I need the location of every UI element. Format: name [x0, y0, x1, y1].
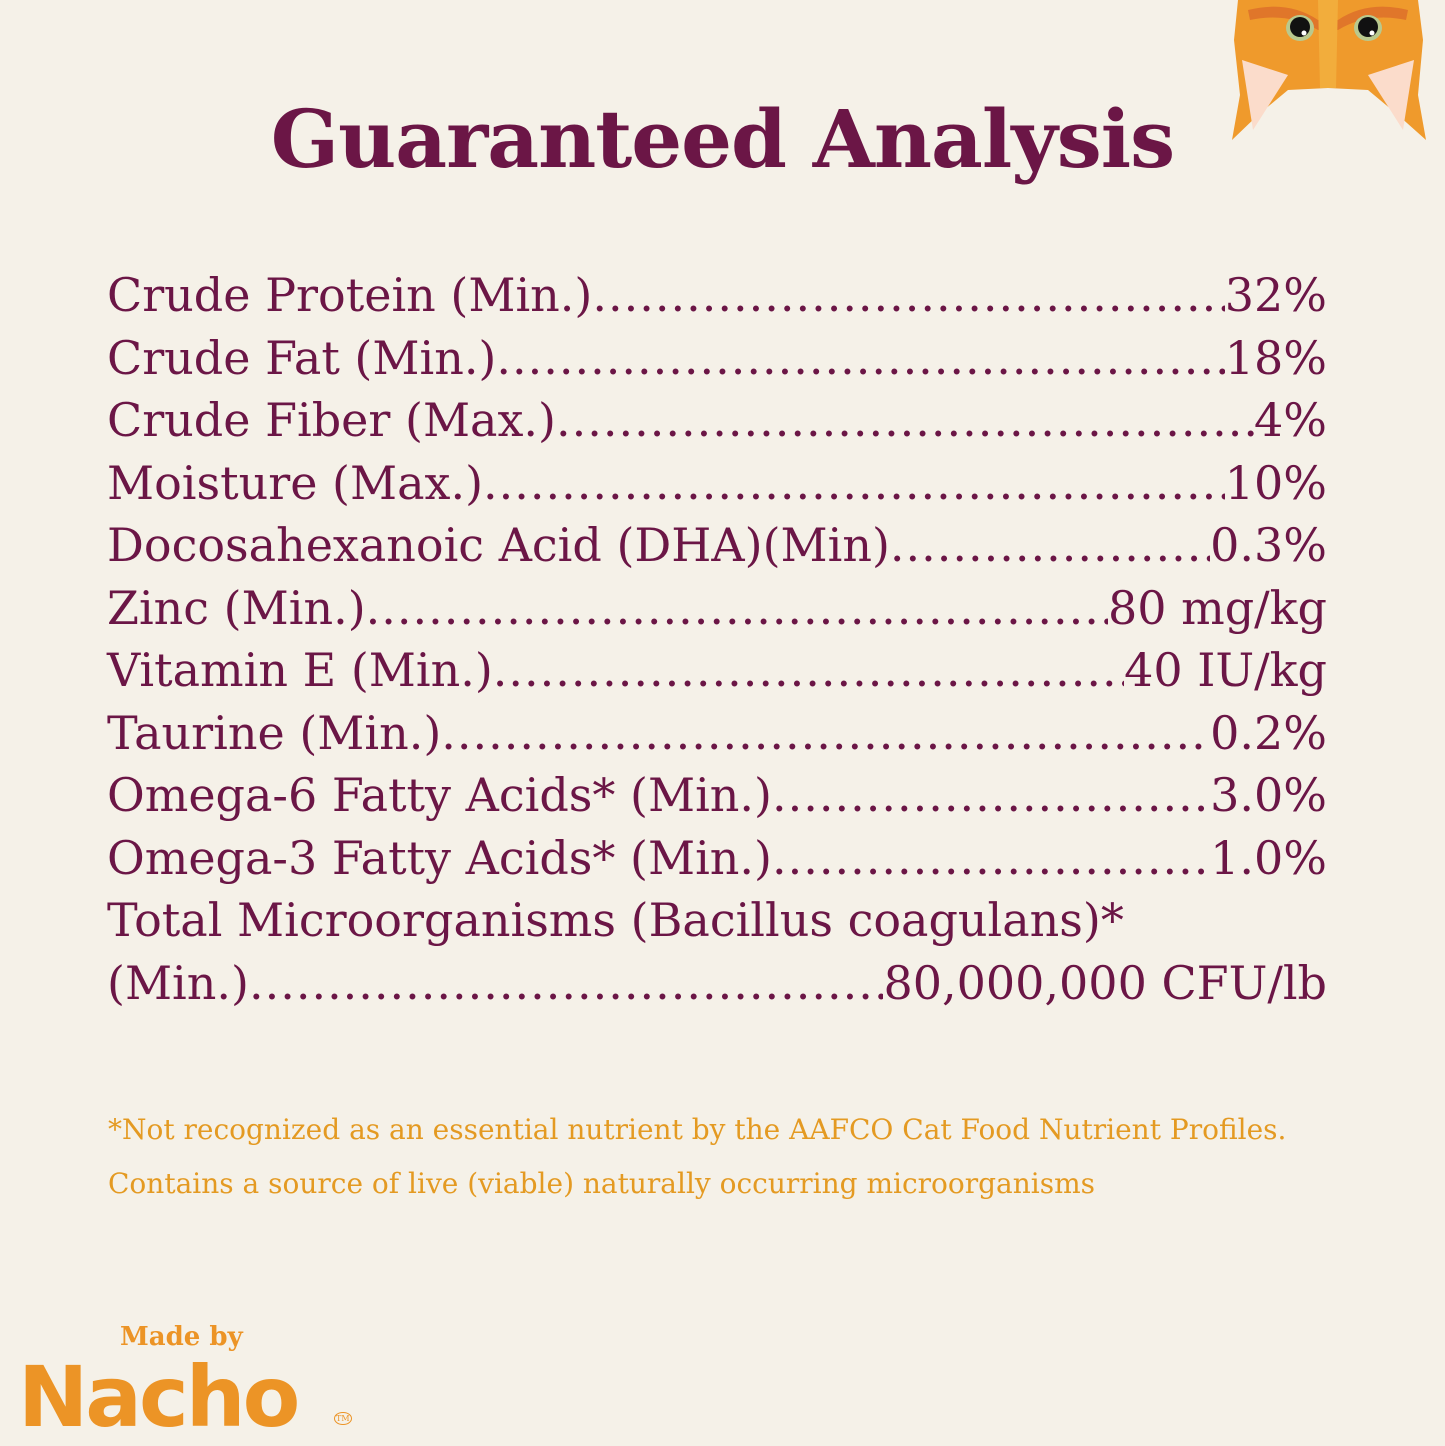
nutrient-label: Omega-6 Fatty Acids* (Min.)	[107, 768, 772, 822]
dot-leader	[366, 581, 1108, 635]
nutrient-value: 0.2%	[1210, 705, 1327, 760]
nutrient-row: Taurine (Min.) 0.2%	[107, 706, 1327, 769]
nutrient-label: Vitamin E (Min.)	[107, 643, 493, 697]
nutrient-value: 10%	[1224, 455, 1327, 510]
nutrient-label: Crude Protein (Min.)	[107, 268, 593, 322]
footnote-aafco: *Not recognized as an essential nutrient…	[108, 1113, 1287, 1146]
nutrient-row: Zinc (Min.) 80 mg/kg	[107, 581, 1327, 644]
nutrient-row: Docosahexanoic Acid (DHA)(Min) 0.3%	[107, 518, 1327, 581]
nutrient-row: Crude Fat (Min.) 18%	[107, 331, 1327, 394]
nutrient-label: Crude Fiber (Max.)	[107, 393, 556, 447]
trademark-mark: TM	[334, 1412, 352, 1425]
footnotes: *Not recognized as an essential nutrient…	[108, 1103, 1286, 1211]
brand-name: Nacho	[18, 1348, 300, 1446]
nutrient-label: Crude Fat (Min.)	[107, 330, 497, 385]
nutrient-label: (Min.)	[107, 955, 249, 1010]
nutrient-row-microorganisms: (Min.) 80,000,000 CFU/lb	[107, 956, 1327, 1019]
nutrient-value: 18%	[1224, 330, 1327, 385]
nutrient-value: 80 mg/kg	[1107, 580, 1327, 635]
footnote-microorganisms: Contains a source of live (viable) natur…	[108, 1167, 1096, 1200]
nutrient-row: Omega-3 Fatty Acids* (Min.) 1.0%	[107, 831, 1327, 894]
dot-leader	[493, 643, 1124, 697]
nutrient-row: Vitamin E (Min.) 40 IU/kg	[107, 643, 1327, 706]
dot-leader	[772, 831, 1210, 885]
cat-face-icon	[1232, 0, 1426, 140]
dot-leader	[483, 456, 1225, 510]
nutrient-value: 3.0%	[1210, 768, 1327, 822]
nutrient-row: Omega-6 Fatty Acids* (Min.) 3.0%	[107, 768, 1327, 831]
dot-leader	[441, 706, 1210, 760]
dot-leader	[496, 331, 1224, 385]
nutrient-row: Crude Fiber (Max.) 4%	[107, 393, 1327, 456]
nutrient-label: Zinc (Min.)	[107, 580, 366, 635]
nutrient-label: Taurine (Min.)	[107, 705, 442, 760]
nutrient-label: Docosahexanoic Acid (DHA)(Min)	[107, 518, 890, 572]
microorganisms-label-line1: Total Microorganisms (Bacillus coagulans…	[107, 893, 1124, 947]
page-title: Guaranteed Analysis	[270, 92, 1175, 186]
nutrient-row: Crude Protein (Min.) 32%	[107, 268, 1327, 331]
nutrient-label: Moisture (Max.)	[107, 455, 484, 510]
nutrient-row: Moisture (Max.) 10%	[107, 456, 1327, 519]
analysis-table: Crude Protein (Min.) 32% Crude Fat (Min.) 1…	[107, 268, 1327, 1018]
nutrient-value: 32%	[1224, 268, 1327, 322]
nutrient-value: 80,000,000 CFU/lb	[883, 955, 1327, 1010]
nutrient-value: 40 IU/kg	[1124, 643, 1327, 697]
dot-leader	[249, 956, 884, 1010]
nutrient-value: 1.0%	[1210, 830, 1327, 885]
dot-leader	[890, 518, 1210, 572]
dot-leader	[772, 768, 1210, 822]
nutrient-label: Omega-3 Fatty Acids* (Min.)	[107, 830, 772, 885]
dot-leader	[592, 268, 1224, 322]
made-by-text: Made by	[120, 1322, 243, 1352]
dot-leader	[556, 393, 1254, 447]
nutrient-value: 4%	[1254, 393, 1327, 447]
nutrient-value: 0.3%	[1210, 518, 1327, 572]
